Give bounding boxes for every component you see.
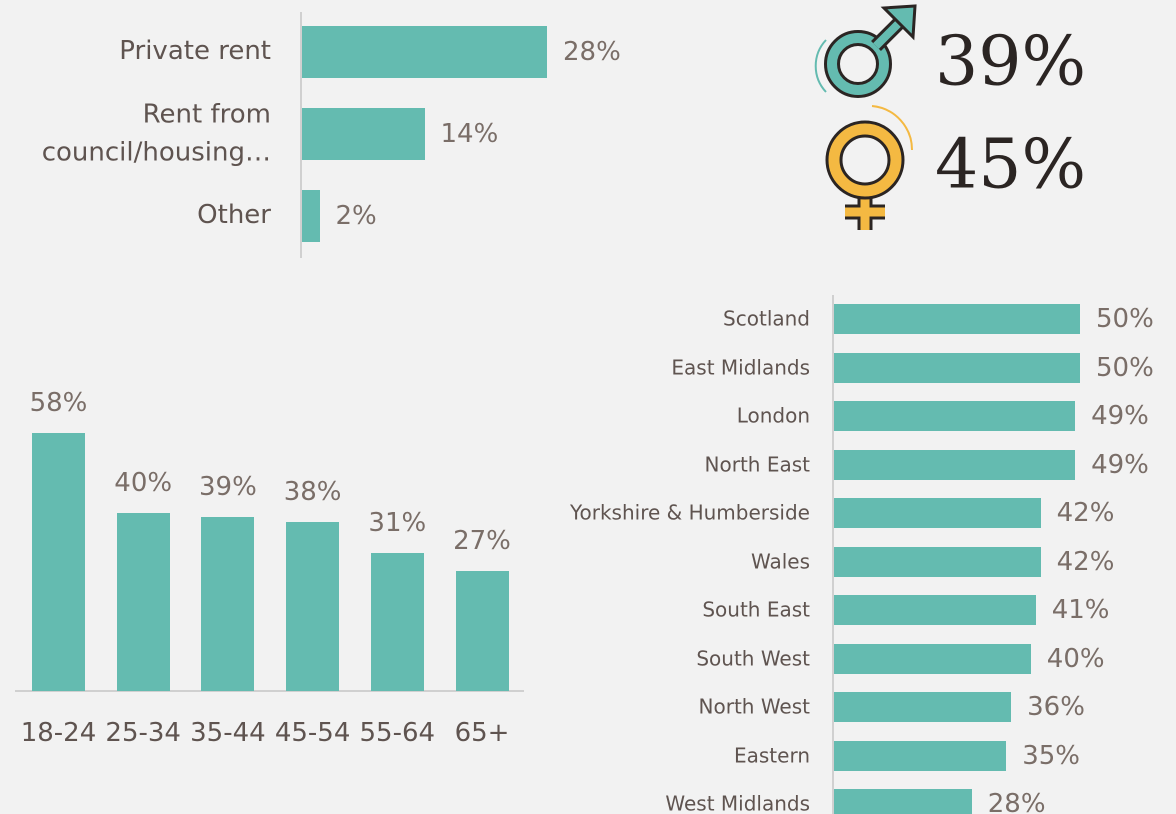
category-label: 25-34 — [105, 718, 181, 748]
axis-line — [300, 12, 302, 258]
bar — [834, 498, 1041, 528]
value-label: 14% — [440, 119, 499, 149]
value-label: 40% — [114, 468, 173, 498]
bar — [834, 595, 1036, 625]
bar — [834, 740, 1007, 771]
bar — [286, 521, 340, 691]
axis-line — [832, 295, 834, 814]
value-label: 50% — [1096, 352, 1154, 383]
axis-line — [15, 690, 524, 692]
value-label: 49% — [1091, 449, 1149, 480]
value-label: 35% — [1022, 740, 1080, 771]
value-label: 36% — [1027, 692, 1085, 722]
value-label: 2% — [335, 201, 377, 231]
bar — [116, 513, 170, 691]
category-label: Other — [197, 200, 271, 231]
value-label: 28% — [987, 789, 1046, 814]
category-label: 18-24 — [20, 718, 97, 748]
category-label: West Midlands — [665, 791, 810, 814]
value-label: 39% — [198, 472, 257, 503]
bar — [201, 517, 255, 691]
category-label: 65+ — [454, 718, 510, 748]
value-label: 58% — [29, 387, 88, 418]
bar — [834, 643, 1031, 674]
bar — [834, 789, 972, 814]
category-label: London — [736, 403, 810, 428]
category-label: Rent from council/housing… — [41, 99, 271, 167]
value-label: 41% — [1051, 595, 1110, 625]
bar — [834, 352, 1080, 383]
category-label: North East — [704, 452, 810, 476]
category-label: 35-44 — [190, 718, 266, 748]
value-label: 38% — [283, 476, 342, 507]
stat-value: 39% — [935, 22, 1087, 102]
category-label: Wales — [750, 549, 810, 573]
value-label: 31% — [368, 508, 427, 539]
stat-value: 45% — [935, 125, 1087, 205]
value-label: 28% — [563, 37, 621, 67]
value-label: 42% — [1056, 498, 1115, 528]
female-icon — [825, 105, 914, 230]
bar — [834, 449, 1076, 480]
bar — [834, 692, 1012, 722]
bar — [32, 432, 85, 691]
category-label: East Midlands — [671, 355, 810, 379]
category-label: South West — [696, 646, 810, 670]
bar — [370, 553, 424, 691]
bar — [834, 304, 1080, 334]
category-label: Eastern — [733, 743, 810, 767]
bar — [455, 570, 509, 691]
bar — [834, 401, 1076, 431]
category-label: Yorkshire & Humberside — [569, 500, 810, 525]
value-label: 27% — [453, 525, 511, 556]
category-label: Scotland — [723, 306, 810, 331]
category-label: 45-54 — [274, 718, 351, 748]
bar — [302, 190, 320, 242]
category-label: 55-64 — [359, 718, 436, 748]
value-label: 40% — [1046, 643, 1105, 674]
bar — [834, 546, 1041, 577]
bar — [302, 108, 425, 160]
category-label: North West — [698, 694, 810, 719]
bar — [302, 26, 547, 78]
value-label: 42% — [1056, 546, 1115, 577]
category-label: South East — [702, 597, 810, 622]
category-label: Private rent — [119, 36, 271, 67]
value-label: 49% — [1091, 401, 1149, 431]
value-label: 50% — [1096, 304, 1154, 334]
male-icon — [814, 4, 917, 98]
